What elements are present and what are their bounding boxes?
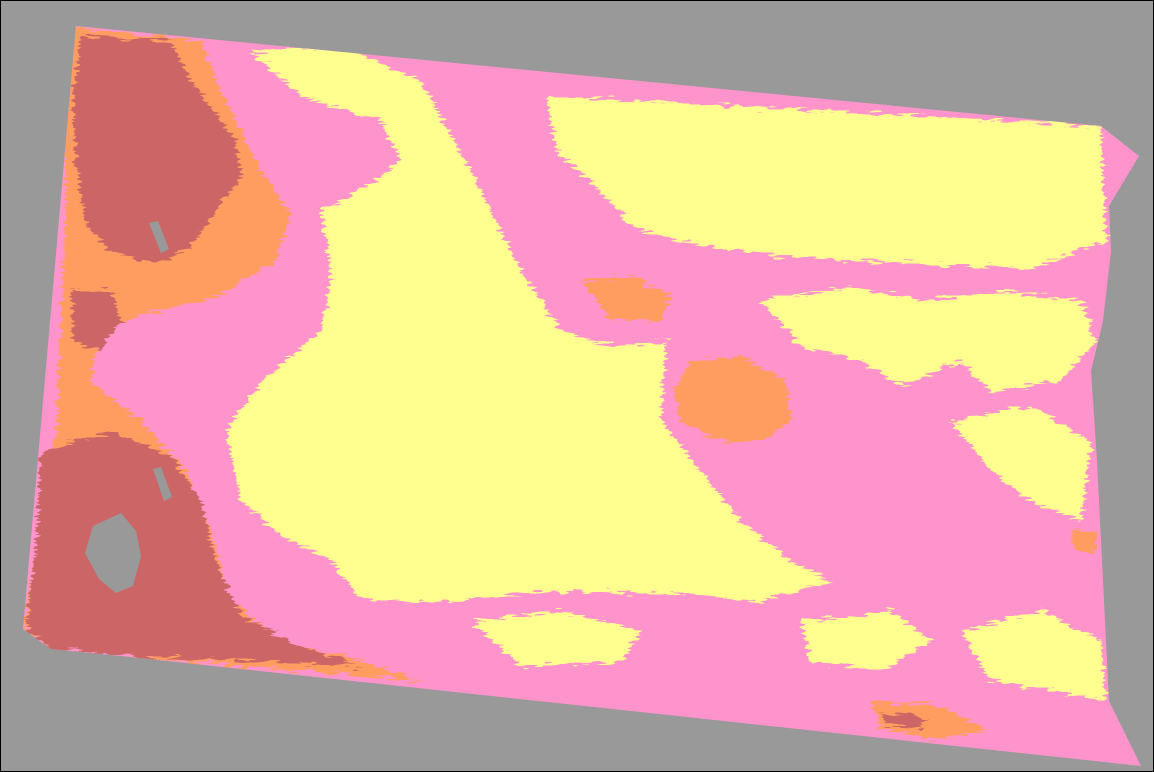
zone-yellow-south-middle bbox=[471, 611, 641, 666]
zone-orange-south-east bbox=[871, 701, 991, 739]
zone-darkred-west-mid bbox=[71, 291, 121, 351]
zone-darkred-south-west bbox=[26, 431, 361, 666]
zone-yellow-central bbox=[226, 46, 831, 603]
zone-orange-mid bbox=[581, 276, 671, 321]
zone-yellow-north-east bbox=[546, 96, 1106, 269]
zone-yellow-east-patch bbox=[951, 406, 1091, 521]
zone-orange-center-east bbox=[673, 356, 791, 441]
zone-orange-east-dot bbox=[1071, 529, 1096, 553]
zone-darkred-south-east-fleck bbox=[881, 713, 926, 729]
zone-yellow-south-east bbox=[961, 611, 1106, 701]
zone-yellow-south-right bbox=[801, 611, 931, 671]
nodata-hole-lower bbox=[153, 467, 172, 501]
nodata-hole-upper bbox=[149, 221, 169, 253]
zone-yellow-east-strip bbox=[761, 286, 1096, 391]
zone-darkred-north-west bbox=[73, 36, 241, 261]
nodata-hole-large bbox=[85, 513, 141, 593]
